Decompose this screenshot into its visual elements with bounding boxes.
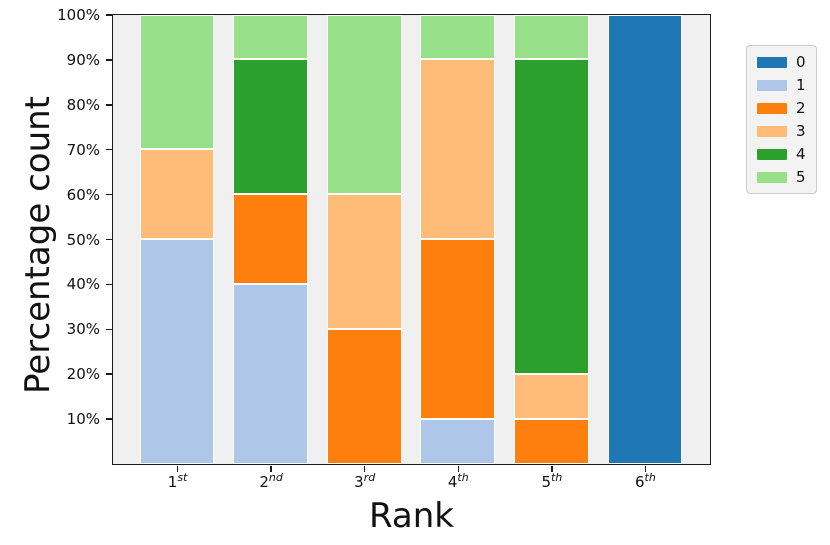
bar-1st-segment-5 [139,14,215,150]
y-tick-mark-50 [105,238,112,241]
legend: 0 1 2 3 4 5 [746,45,817,194]
legend-swatch-3 [757,125,787,137]
bar-4th-segment-3 [420,59,496,240]
legend-label-1: 1 [796,76,806,94]
legend-swatch-4 [757,148,787,160]
x-tick-base: 1 [167,473,178,491]
legend-entry-4: 4 [757,146,806,162]
y-tick-label-90: 90% [66,50,100,69]
x-tick-mark-1st [176,465,179,472]
y-tick-mark-100 [105,14,112,16]
legend-swatch-5 [757,171,787,183]
bar-4th [420,14,496,464]
bar-4th-segment-1 [420,418,496,464]
x-tick-mark-3rd [363,465,366,472]
bar-3rd-segment-5 [326,14,402,195]
legend-entry-3: 3 [757,123,806,139]
y-tick-label-50: 50% [66,230,100,249]
bar-3rd-segment-2 [326,328,402,464]
bar-2nd [233,14,309,464]
legend-label-3: 3 [796,122,806,140]
x-tick-mark-4th [457,465,460,472]
bar-4th-segment-2 [420,239,496,419]
y-tick-label-30: 30% [66,320,100,339]
x-tick-suffix: nd [268,471,283,484]
x-tick-suffix: th [644,471,656,484]
x-tick-base: 4 [447,473,458,491]
y-tick-label-60: 60% [66,185,100,204]
legend-label-5: 5 [796,168,806,186]
legend-label-2: 2 [796,99,806,117]
legend-entry-0: 0 [757,54,806,70]
y-tick-label-70: 70% [66,140,100,159]
y-tick-label-10: 10% [66,410,100,429]
x-tick-label-5th: 5th [512,471,592,491]
x-tick-label-2nd: 2nd [231,471,311,491]
bar-1st [139,14,215,464]
x-axis-label: Rank [369,496,454,536]
bar-5th-segment-3 [513,373,589,419]
plot-area [111,13,711,465]
legend-swatch-2 [757,102,787,114]
bar-6th-segment-0 [607,14,683,464]
y-tick-mark-20 [105,373,112,375]
legend-swatch-0 [757,56,787,68]
bar-2nd-segment-4 [233,59,309,195]
y-tick-mark-40 [105,283,112,286]
y-tick-mark-90 [105,59,112,61]
legend-label-0: 0 [796,53,806,71]
x-tick-base: 3 [354,473,364,491]
y-tick-mark-70 [105,148,112,151]
legend-entry-5: 5 [757,169,806,185]
x-tick-mark-2nd [270,465,272,472]
y-tick-label-100: 100% [57,6,100,24]
x-tick-suffix: th [457,471,469,484]
y-tick-label-20: 20% [66,365,100,384]
bar-5th-segment-5 [513,14,589,60]
y-tick-mark-10 [105,418,112,420]
bar-4th-segment-5 [420,14,496,60]
bar-2nd-segment-2 [233,194,309,284]
x-tick-label-6th: 6th [605,471,685,491]
y-tick-mark-60 [105,193,112,196]
x-tick-suffix: th [550,471,563,484]
y-tick-mark-80 [105,104,112,106]
bar-3rd [326,14,402,464]
x-tick-label-3rd: 3rd [325,471,405,491]
bar-3rd-segment-3 [326,194,402,329]
x-tick-suffix: st [177,471,188,484]
bar-1st-segment-1 [139,239,215,464]
legend-label-4: 4 [796,145,806,163]
bar-5th-segment-2 [513,418,589,464]
bar-6th [607,14,683,464]
y-tick-mark-30 [105,328,112,331]
y-tick-label-40: 40% [66,275,100,294]
x-tick-base: 6 [635,473,645,491]
x-tick-mark-6th [644,465,647,472]
x-tick-base: 5 [541,473,551,491]
bar-2nd-segment-1 [233,283,309,464]
x-tick-suffix: rd [363,471,376,484]
x-tick-label-4th: 4th [418,471,498,491]
bar-5th-segment-4 [513,59,589,374]
bar-2nd-segment-5 [233,14,309,60]
legend-entry-1: 1 [757,77,806,93]
legend-entry-2: 2 [757,100,806,116]
x-tick-label-1st: 1st [138,471,218,491]
legend-swatch-1 [757,79,787,91]
bar-1st-segment-3 [139,149,215,239]
x-tick-mark-5th [551,465,553,472]
x-tick-base: 2 [259,473,269,491]
bar-5th [513,14,589,464]
y-tick-label-80: 80% [66,95,100,114]
